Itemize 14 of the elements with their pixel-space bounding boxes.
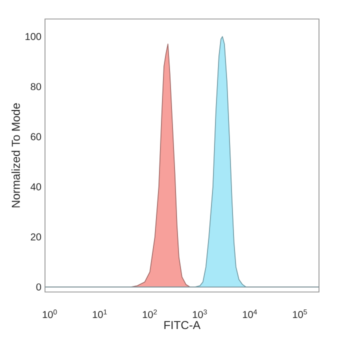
y-tick-label: 60 bbox=[30, 133, 42, 140]
x-tick-label: 10$^{2}$ bbox=[142, 310, 157, 318]
y-tick-label: 100 bbox=[26, 32, 42, 40]
x-tick-label: 10$^{4}$ bbox=[242, 310, 257, 318]
x-tick-label: 10$^{1}$ bbox=[92, 310, 107, 318]
y-tick-label: 40 bbox=[30, 183, 42, 190]
x-axis-title: FITC-A bbox=[164, 321, 200, 330]
y-tick-label: 0 bbox=[36, 283, 42, 291]
y-axis-title: Normalized To Mode bbox=[11, 103, 20, 208]
x-tick-label: 10$^{5}$ bbox=[292, 310, 307, 318]
y-tick-label: 80 bbox=[30, 83, 42, 90]
y-tick-label: 20 bbox=[30, 233, 42, 240]
x-tick-label: 10$^{3}$ bbox=[192, 310, 207, 318]
x-tick-label: 10$^{0}$ bbox=[42, 310, 57, 318]
